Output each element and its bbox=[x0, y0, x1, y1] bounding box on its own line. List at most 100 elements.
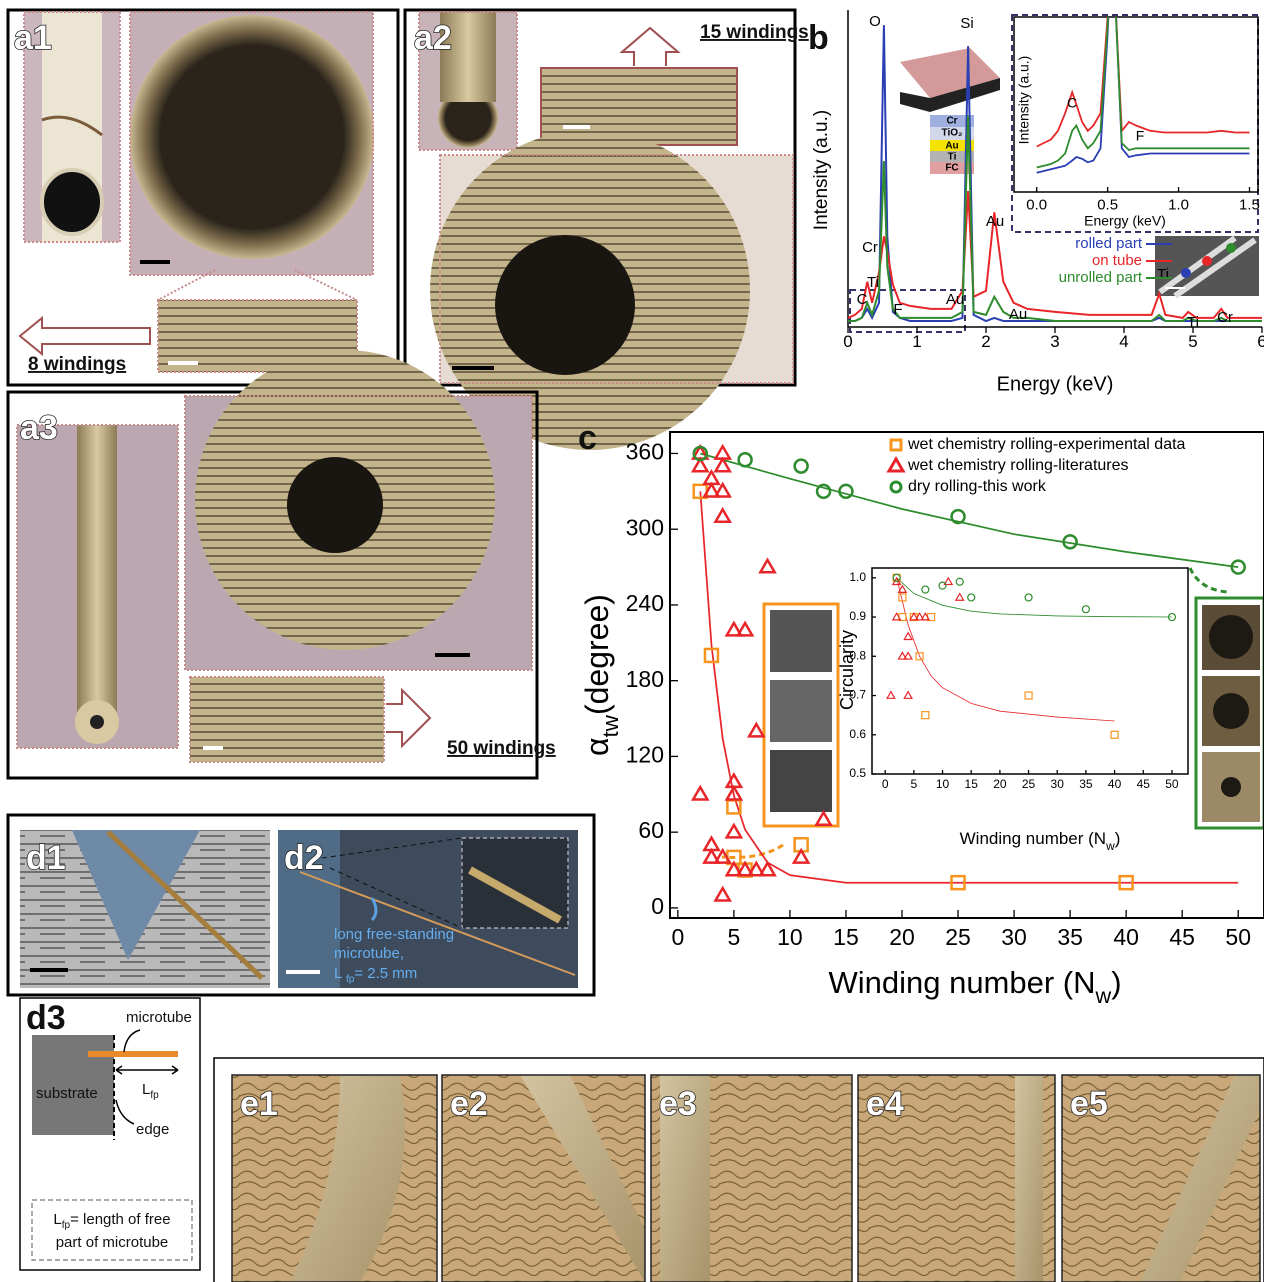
note: = 2.5 mm bbox=[354, 965, 417, 982]
figure: a1 8 windings a2 15 windings a3 50 windi… bbox=[0, 0, 1264, 1282]
panel-label: c bbox=[578, 419, 597, 457]
annotation: Ti bbox=[867, 274, 879, 291]
x-tick-label: 5 bbox=[1188, 332, 1197, 351]
legend-text: on tube bbox=[1092, 252, 1142, 269]
x-tick-label: 20 bbox=[889, 924, 915, 950]
y-tick-label: 300 bbox=[626, 514, 664, 540]
y-axis-label: (degree) bbox=[579, 594, 615, 715]
x-tick-label: 10 bbox=[777, 924, 803, 950]
x-tick-label: 0 bbox=[843, 332, 852, 351]
annotation: Au bbox=[1009, 306, 1027, 323]
x-axis-label: Energy (keV) bbox=[1084, 213, 1166, 229]
annotation: Au bbox=[946, 291, 964, 308]
label: substrate bbox=[36, 1085, 98, 1102]
panel-label: e3 bbox=[659, 1085, 697, 1123]
annotation: F bbox=[893, 301, 902, 318]
x-tick-label: 10 bbox=[936, 777, 950, 791]
x-axis-label: Winding number (N bbox=[828, 965, 1095, 1000]
annotation: Si bbox=[960, 15, 973, 32]
legend-text: = length of free bbox=[70, 1211, 171, 1228]
x-tick-label: 20 bbox=[993, 777, 1007, 791]
y-tick-label: 0.6 bbox=[849, 727, 866, 741]
label: edge bbox=[136, 1121, 169, 1138]
legend-text: rolled part bbox=[1075, 235, 1143, 252]
layer-label: TiO₂ bbox=[942, 128, 963, 139]
layer-label: Cr bbox=[946, 116, 957, 127]
panel-label: a3 bbox=[20, 409, 58, 447]
annotation: Ti bbox=[1157, 266, 1169, 283]
panel-label: e5 bbox=[1070, 1085, 1108, 1123]
panel-label: a2 bbox=[414, 19, 452, 57]
y-tick-label: 0.9 bbox=[849, 609, 866, 623]
annotation: C bbox=[857, 291, 868, 308]
y-axis-label: Intensity (a.u.) bbox=[1016, 56, 1032, 145]
panel-a1: a1 8 windings bbox=[8, 10, 398, 385]
panel-label: d1 bbox=[26, 839, 66, 877]
y-tick-label: 0.5 bbox=[849, 766, 866, 780]
label: L bbox=[142, 1081, 150, 1098]
legend-text: wet chemistry rolling-literatures bbox=[907, 457, 1129, 474]
y-tick-label: 360 bbox=[626, 439, 664, 465]
x-tick-label: 50 bbox=[1165, 777, 1179, 791]
x-tick-label: 50 bbox=[1225, 924, 1251, 950]
annotation: Ti bbox=[1187, 314, 1199, 331]
caption: 50 windings bbox=[447, 738, 556, 759]
y-axis-label: α bbox=[579, 737, 615, 756]
y-tick-label: 60 bbox=[638, 817, 664, 843]
label: fp bbox=[150, 1090, 159, 1101]
legend-text: wet chemistry rolling-experimental data bbox=[907, 436, 1186, 453]
x-axis-label: Energy (keV) bbox=[997, 373, 1114, 395]
x-tick-label: 1 bbox=[912, 332, 921, 351]
annotation: F bbox=[1136, 128, 1145, 144]
x-tick-label: 1.5 bbox=[1239, 196, 1260, 213]
legend-text: dry rolling-this work bbox=[908, 478, 1047, 495]
panel-label: e2 bbox=[450, 1085, 488, 1123]
layer-label: FC bbox=[945, 163, 958, 174]
y-tick-label: 0 bbox=[651, 893, 664, 919]
x-tick-label: 0 bbox=[671, 924, 684, 950]
panel-label: a1 bbox=[14, 19, 52, 57]
x-tick-label: 0.5 bbox=[1097, 196, 1118, 213]
x-tick-label: 6 bbox=[1257, 332, 1264, 351]
y-axis-label: Intensity (a.u.) bbox=[811, 110, 832, 230]
y-tick-label: 1.0 bbox=[849, 570, 866, 584]
x-tick-label: 5 bbox=[727, 924, 740, 950]
panel-label: e1 bbox=[240, 1085, 278, 1123]
caption: 8 windings bbox=[28, 354, 126, 375]
legend-text: L bbox=[53, 1211, 61, 1228]
x-axis-label: ) bbox=[1115, 829, 1121, 848]
x-tick-label: 3 bbox=[1050, 332, 1059, 351]
x-axis-label: Winding number (N bbox=[960, 829, 1106, 848]
panel-label: d3 bbox=[26, 999, 66, 1037]
annotation: Cr bbox=[862, 239, 878, 256]
label: microtube bbox=[126, 1009, 192, 1026]
x-tick-label: 15 bbox=[965, 777, 979, 791]
note: L bbox=[334, 965, 346, 982]
x-tick-label: 25 bbox=[945, 924, 971, 950]
panel-label: b bbox=[808, 19, 829, 57]
x-tick-label: 0.0 bbox=[1026, 196, 1047, 213]
x-tick-label: 30 bbox=[1051, 777, 1065, 791]
panel-e: e1 e2 e3 e4 e5 bbox=[214, 1058, 1264, 1282]
x-tick-label: 35 bbox=[1057, 924, 1083, 950]
panel-label: d2 bbox=[284, 839, 324, 877]
x-tick-label: 25 bbox=[1022, 777, 1036, 791]
x-tick-label: 1.0 bbox=[1168, 196, 1189, 213]
annotation: C bbox=[1067, 95, 1077, 111]
x-tick-label: 30 bbox=[1001, 924, 1027, 950]
caption: 15 windings bbox=[700, 22, 809, 43]
y-axis-label: Circularity bbox=[837, 630, 857, 710]
y-tick-label: 240 bbox=[626, 590, 664, 616]
x-tick-label: 40 bbox=[1108, 777, 1122, 791]
annotation: Cr bbox=[1217, 309, 1233, 326]
x-tick-label: 45 bbox=[1137, 777, 1151, 791]
x-axis-label: w bbox=[1105, 839, 1115, 853]
x-tick-label: 0 bbox=[882, 777, 889, 791]
x-tick-label: 4 bbox=[1119, 332, 1128, 351]
y-tick-label: 180 bbox=[626, 666, 664, 692]
layer-label: Ti bbox=[948, 152, 957, 163]
annotation: Au bbox=[986, 213, 1004, 230]
panel-label: e4 bbox=[866, 1085, 904, 1123]
x-tick-label: 5 bbox=[911, 777, 918, 791]
legend-text: unrolled part bbox=[1059, 269, 1143, 286]
